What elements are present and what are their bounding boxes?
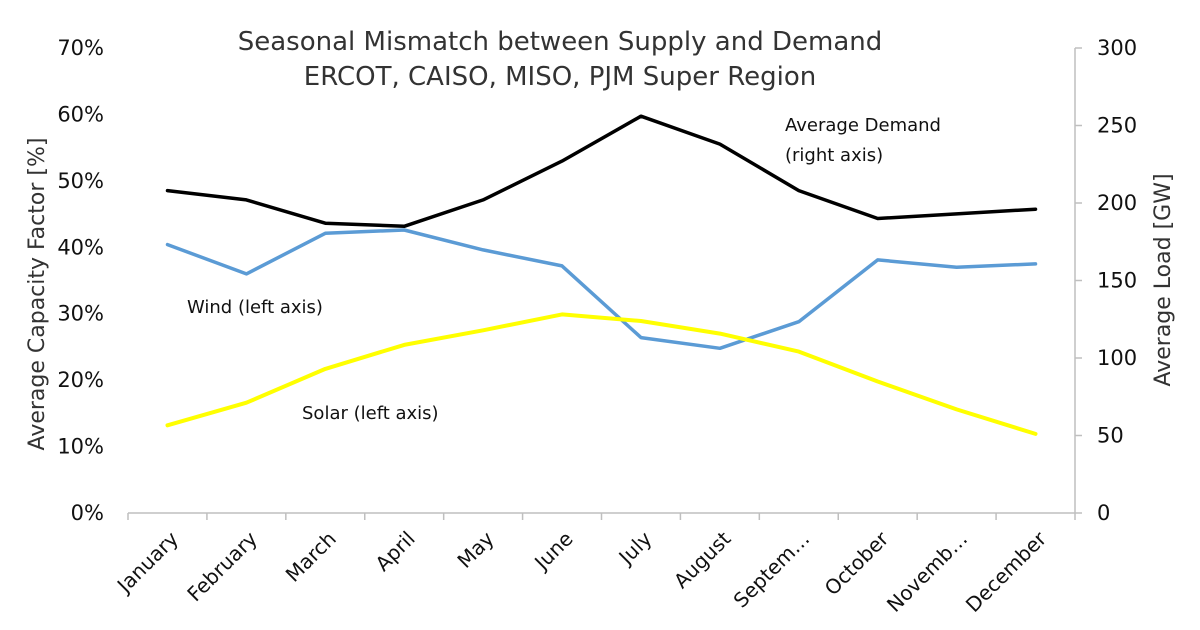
y-tick-label-right: 100: [1097, 346, 1137, 370]
y-tick-label-left: 30%: [57, 302, 104, 326]
y-tick-label-right: 200: [1097, 191, 1137, 215]
y-tick-label-left: 50%: [57, 169, 104, 193]
y-tick-label-left: 70%: [57, 36, 104, 60]
x-tick-label: January: [111, 526, 183, 598]
y-tick-label-right: 250: [1097, 114, 1137, 138]
demand-annotation-line1: Average Demand: [785, 115, 941, 136]
x-tick-label: Septem…: [729, 527, 815, 613]
x-tick-label: February: [182, 526, 262, 606]
y-tick-label-left: 60%: [57, 102, 104, 126]
x-tick-label: July: [613, 526, 657, 570]
x-tick-label: March: [281, 527, 341, 587]
x-tick-label: Novemb…: [882, 527, 972, 617]
y-tick-label-left: 20%: [57, 368, 104, 392]
x-tick-label: April: [370, 527, 419, 576]
y-tick-label-right: 300: [1097, 36, 1137, 60]
x-tick-label: May: [452, 526, 498, 572]
y-tick-label-right: 50: [1097, 424, 1124, 448]
y-tick-label-right: 0: [1097, 501, 1110, 525]
chart-title: Seasonal Mismatch between Supply and Dem…: [238, 27, 882, 57]
average-demand-line: [165, 114, 1038, 229]
x-tick-label: October: [820, 526, 894, 600]
y-axis-left-label: Average Capacity Factor [%]: [25, 138, 50, 451]
y-tick-label-left: 10%: [57, 435, 104, 459]
x-tick-label: December: [961, 526, 1052, 617]
solar-annotation: Solar (left axis): [302, 403, 439, 424]
wind-line: [165, 228, 1038, 351]
x-tick-label: August: [669, 526, 736, 593]
chart-subtitle: ERCOT, CAISO, MISO, PJM Super Region: [304, 62, 816, 92]
y-tick-label-left: 40%: [57, 235, 104, 259]
y-tick-label-right: 150: [1097, 269, 1137, 293]
y-tick-label-left: 0%: [71, 501, 104, 525]
x-tick-label: June: [528, 527, 577, 576]
y-axis-right-label: Average Load [GW]: [1151, 173, 1176, 386]
wind-annotation: Wind (left axis): [187, 297, 323, 318]
demand-annotation-line2: (right axis): [785, 145, 883, 166]
axes: 0% 10% 20% 30% 40% 50% 60% 70% 0 50 100 150 200 250 30…: [57, 36, 1137, 617]
series-lines: [165, 114, 1038, 436]
solar-line: [165, 312, 1038, 436]
